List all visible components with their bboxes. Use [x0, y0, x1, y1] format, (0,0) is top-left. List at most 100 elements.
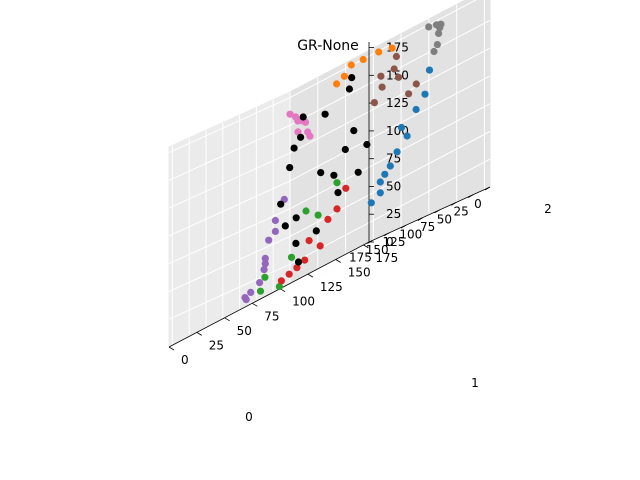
tick-labels: 0255075100125150175025507510012515017502…	[181, 41, 482, 367]
data-point	[388, 44, 396, 52]
data-point	[285, 270, 293, 278]
grid-line	[307, 218, 430, 275]
data-point	[302, 207, 310, 215]
x-tick-label: 75	[420, 220, 435, 234]
x-tick	[434, 209, 440, 214]
data-point	[354, 168, 362, 176]
data-point	[376, 189, 384, 197]
y-axis-line	[168, 241, 370, 348]
x-tick-label: 25	[454, 205, 469, 219]
grid-line	[335, 204, 457, 260]
data-point	[277, 200, 285, 208]
grid-line	[289, 19, 491, 126]
data-point	[290, 144, 298, 152]
grid-line	[168, 97, 291, 154]
data-point	[386, 162, 394, 170]
x-tick-label: 150	[366, 243, 389, 257]
grid-line	[289, 47, 491, 154]
data-point	[435, 29, 443, 37]
data-point	[345, 85, 353, 93]
x-tick	[417, 217, 424, 221]
data-point	[317, 169, 325, 177]
data-point	[330, 171, 338, 179]
data-point	[292, 113, 300, 121]
data-point	[376, 178, 384, 186]
data-point	[342, 184, 350, 192]
data-point	[301, 256, 309, 264]
data-point	[433, 41, 441, 49]
y-tick	[335, 259, 341, 263]
grid-line	[289, 186, 491, 293]
data-point	[333, 205, 341, 213]
data-point	[256, 287, 265, 295]
data-point	[292, 239, 300, 247]
data-point	[392, 52, 400, 61]
data-point	[286, 110, 294, 118]
x-tick	[383, 232, 390, 237]
y-tick	[363, 244, 369, 249]
data-point	[425, 66, 434, 74]
data-point	[312, 227, 320, 235]
data-point	[292, 214, 300, 222]
data-point	[375, 48, 383, 56]
y-tick-label: 100	[292, 295, 315, 309]
z-tick-label: 50	[386, 180, 401, 194]
z-tick-label: 25	[386, 207, 401, 221]
y-tick-label: 125	[320, 280, 343, 294]
data-point	[271, 216, 279, 225]
grid-line	[196, 276, 319, 333]
data-point	[347, 61, 355, 69]
data-point	[316, 242, 324, 250]
data-point	[370, 99, 378, 107]
grid-line	[279, 233, 402, 290]
data-point	[397, 123, 406, 132]
data-point	[430, 47, 438, 56]
x-axis-label: 0	[245, 410, 253, 424]
y-tick-label: 175	[375, 251, 398, 265]
data-point	[350, 127, 358, 135]
data-point	[341, 145, 349, 154]
data-point	[265, 236, 273, 244]
data-point	[324, 215, 332, 223]
data-point	[305, 237, 313, 245]
y-tick-label: 75	[264, 309, 279, 323]
z-tick-label: 125	[386, 96, 409, 110]
data-point	[381, 170, 389, 178]
x-tick-label: 175	[349, 251, 372, 265]
x-tick-label: 125	[383, 235, 406, 249]
grid-line	[289, 131, 491, 237]
y-tick	[168, 346, 175, 351]
grid-line	[252, 247, 374, 304]
data-point	[436, 24, 444, 32]
grid-line	[168, 152, 291, 209]
data-point	[333, 80, 341, 88]
data-point	[271, 227, 279, 235]
grid-line	[168, 124, 291, 181]
y-tick	[224, 317, 230, 322]
grid-line	[289, 0, 477, 99]
x-tick-label: 50	[437, 212, 452, 226]
data-point	[421, 90, 429, 98]
x-tick	[451, 201, 457, 206]
grid-line	[168, 208, 291, 265]
grid-line	[289, 103, 491, 210]
data-point	[299, 113, 307, 121]
data-point	[333, 179, 341, 187]
data-point	[261, 273, 269, 281]
data-point	[281, 222, 289, 230]
data-point	[393, 148, 401, 156]
x-tick	[400, 224, 407, 229]
y-axis-label: 1	[471, 376, 479, 390]
data-point	[277, 277, 285, 285]
data-point	[359, 55, 367, 64]
data-point	[256, 279, 264, 287]
x-tick-label: 100	[399, 228, 422, 242]
data-point	[286, 164, 294, 172]
data-point	[348, 74, 356, 82]
y-tick-label: 25	[209, 338, 224, 352]
data-point	[287, 253, 296, 261]
x-tick	[484, 186, 491, 191]
data-point	[297, 133, 305, 141]
y-tick-label: 150	[348, 266, 371, 280]
data-point	[405, 90, 413, 98]
